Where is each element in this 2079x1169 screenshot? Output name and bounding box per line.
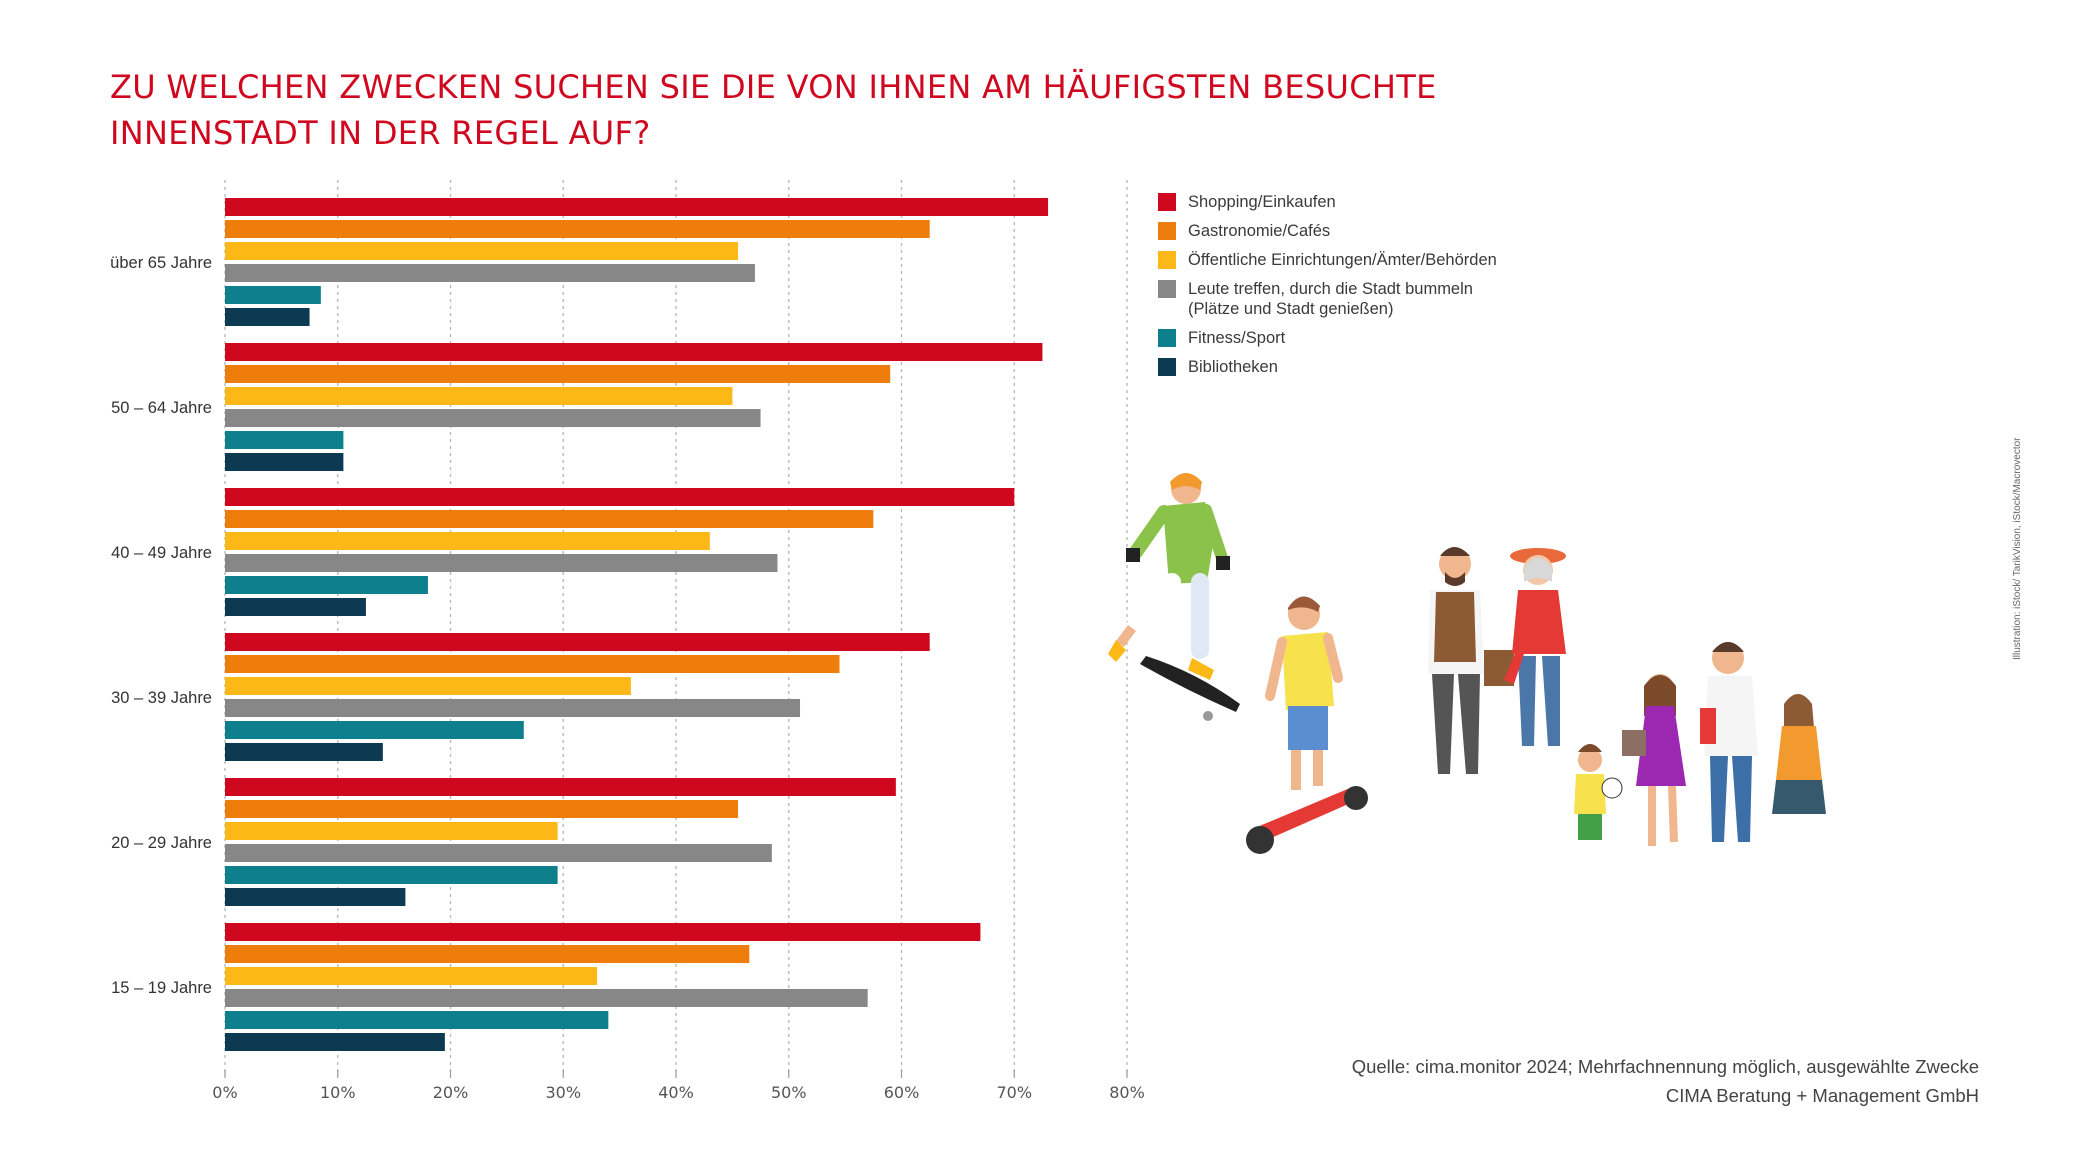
illustration-credit: Illustration: iStock/ TarikVision, iStoc… bbox=[2012, 437, 2023, 661]
legend-swatch bbox=[1158, 193, 1176, 211]
x-tick-label: 70% bbox=[996, 1083, 1032, 1102]
legend-label: Bibliotheken bbox=[1188, 358, 1278, 376]
x-tick-label: 0% bbox=[212, 1083, 237, 1102]
legend-label: Shopping/Einkaufen bbox=[1188, 193, 1336, 211]
legend-item: Gastronomie/Cafés bbox=[1158, 221, 1497, 241]
x-tick-label: 30% bbox=[545, 1083, 581, 1102]
chart-legend: Shopping/Einkaufen Gastronomie/Cafés Öffen… bbox=[1158, 192, 1497, 386]
skateboarder-figure bbox=[1108, 473, 1240, 721]
bar bbox=[225, 945, 750, 963]
legend-label: Gastronomie/Cafés bbox=[1188, 222, 1331, 240]
legend-swatch bbox=[1158, 251, 1176, 269]
bar bbox=[225, 532, 710, 550]
chart-title: ZU WELCHEN ZWECKEN SUCHEN SIE DIE VON IH… bbox=[110, 64, 1510, 156]
category-label: 20 – 29 Jahre bbox=[111, 834, 212, 852]
bar bbox=[225, 488, 1015, 506]
legend-item: Fitness/Sport bbox=[1158, 328, 1497, 348]
bar bbox=[225, 888, 406, 906]
bar bbox=[225, 822, 558, 840]
legend-item: Leute treffen, durch die Stadt bummeln (… bbox=[1158, 279, 1497, 319]
bar bbox=[225, 866, 558, 884]
elderly-woman-figure bbox=[1504, 548, 1566, 746]
bar bbox=[225, 365, 891, 383]
source-line-1: Quelle: cima.monitor 2024; Mehrfachnennu… bbox=[1351, 1056, 1979, 1077]
x-tick-label: 80% bbox=[1109, 1083, 1145, 1102]
source-line-2: CIMA Beratung + Management GmbH bbox=[1665, 1085, 1979, 1106]
legend-label: Leute treffen, durch die Stadt bummeln (… bbox=[1188, 280, 1473, 318]
x-tick-label: 60% bbox=[884, 1083, 920, 1102]
bar bbox=[225, 220, 930, 238]
bar bbox=[225, 633, 930, 651]
legend-swatch bbox=[1158, 358, 1176, 376]
bar bbox=[225, 286, 321, 304]
bar bbox=[225, 343, 1043, 361]
bar bbox=[225, 989, 868, 1007]
bar bbox=[225, 409, 761, 427]
bar bbox=[225, 844, 772, 862]
bar bbox=[225, 598, 366, 616]
legend-label: Öffentliche Einrichtungen/Ämter/Behörden bbox=[1188, 251, 1497, 269]
x-tick-label: 40% bbox=[658, 1083, 694, 1102]
x-tick-label: 10% bbox=[320, 1083, 356, 1102]
bar bbox=[225, 655, 840, 673]
category-label: über 65 Jahre bbox=[110, 254, 212, 272]
people-illustration bbox=[1108, 473, 1826, 854]
bar bbox=[225, 721, 524, 739]
man-with-briefcase-figure bbox=[1428, 547, 1514, 774]
boy-on-hoverboard-figure bbox=[1246, 596, 1368, 854]
category-label: 30 – 39 Jahre bbox=[111, 689, 212, 707]
bar bbox=[225, 576, 428, 594]
legend-item: Shopping/Einkaufen bbox=[1158, 192, 1497, 212]
bar bbox=[225, 677, 631, 695]
bar bbox=[225, 800, 739, 818]
bar bbox=[225, 1033, 445, 1051]
bar bbox=[225, 198, 1049, 216]
category-label: 15 – 19 Jahre bbox=[111, 979, 212, 997]
bar bbox=[225, 431, 344, 449]
legend-item: Bibliotheken bbox=[1158, 357, 1497, 377]
bar bbox=[225, 387, 733, 405]
bar bbox=[225, 699, 801, 717]
x-tick-label: 50% bbox=[771, 1083, 807, 1102]
bar bbox=[225, 967, 598, 985]
bar bbox=[225, 264, 755, 282]
bar bbox=[225, 1011, 609, 1029]
legend-swatch bbox=[1158, 329, 1176, 347]
legend-item: Öffentliche Einrichtungen/Ämter/Behörden bbox=[1158, 250, 1497, 270]
source-note: Quelle: cima.monitor 2024; Mehrfachnennu… bbox=[1352, 1052, 1979, 1110]
bar bbox=[225, 554, 778, 572]
chart-title-line-1: ZU WELCHEN ZWECKEN SUCHEN SIE DIE VON IH… bbox=[110, 68, 1437, 106]
legend-swatch bbox=[1158, 280, 1176, 298]
category-label: 50 – 64 Jahre bbox=[111, 399, 212, 417]
chart-title-line-2: INNENSTADT IN DER REGEL AUF? bbox=[110, 114, 651, 152]
category-label: 40 – 49 Jahre bbox=[111, 544, 212, 562]
bar bbox=[225, 242, 739, 260]
bar bbox=[225, 923, 981, 941]
legend-label: Fitness/Sport bbox=[1188, 329, 1286, 347]
bar bbox=[225, 778, 896, 796]
bar bbox=[225, 453, 344, 471]
x-tick-label: 20% bbox=[433, 1083, 469, 1102]
bar bbox=[225, 308, 310, 326]
family-figure bbox=[1574, 642, 1826, 846]
legend-swatch bbox=[1158, 222, 1176, 240]
bar bbox=[225, 743, 383, 761]
bar bbox=[225, 510, 874, 528]
